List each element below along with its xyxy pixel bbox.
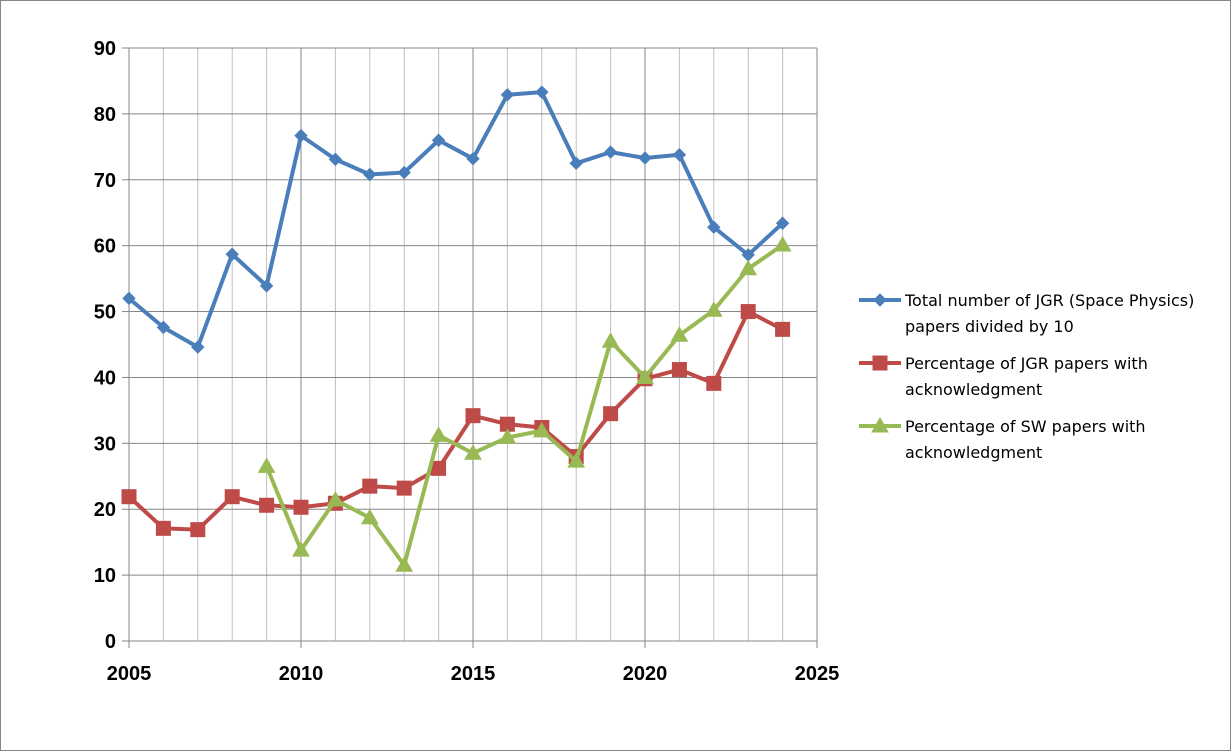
data-point	[636, 368, 654, 384]
y-tick-label: 20	[94, 499, 116, 521]
data-point	[292, 541, 310, 557]
data-point	[603, 145, 618, 159]
y-tick-label: 70	[94, 170, 116, 192]
y-tick-label: 10	[94, 565, 116, 587]
legend-entry: Percentage of SW papers with acknowledgme…	[859, 416, 1146, 462]
y-tick-label: 0	[105, 631, 116, 653]
legend: Total number of JGR (Space Physics) paper…	[859, 291, 1194, 462]
data-point	[671, 362, 687, 378]
data-point	[294, 128, 308, 143]
data-point	[224, 489, 240, 505]
data-point	[156, 320, 171, 335]
data-point	[670, 326, 689, 342]
data-point	[740, 304, 756, 320]
data-point	[498, 428, 517, 444]
data-point	[707, 220, 721, 234]
x-tick-label: 2015	[451, 663, 496, 685]
data-point	[601, 332, 620, 348]
legend-label: Total number of JGR (Space Physics)	[904, 291, 1194, 310]
data-point	[638, 151, 652, 165]
series-total-jgr-papers	[122, 85, 790, 354]
legend-label: acknowledgment	[905, 443, 1042, 462]
data-point	[706, 375, 722, 391]
data-point	[190, 522, 206, 538]
y-axis-tick-labels: 0 10 20 30 40 50 60 70 80 90	[94, 38, 116, 653]
data-point	[396, 480, 412, 496]
data-point	[773, 235, 792, 252]
legend-entry: Percentage of JGR papers with acknowledgm…	[859, 354, 1148, 399]
data-point	[500, 88, 515, 102]
series-sw-acknowledgment	[257, 235, 792, 572]
x-tick-label: 2020	[623, 663, 668, 685]
y-tick-label: 60	[94, 236, 116, 258]
data-point	[225, 247, 239, 261]
data-point	[362, 478, 378, 494]
legend-label: acknowledgment	[905, 380, 1042, 399]
data-point	[672, 148, 687, 162]
data-point	[603, 406, 619, 422]
x-axis-tick-labels: 2005 2010 2015 2020 2025	[107, 663, 840, 685]
data-point	[567, 452, 586, 468]
series-jgr-acknowledgment	[121, 304, 791, 538]
data-point	[121, 489, 137, 505]
data-point	[293, 499, 309, 515]
data-point	[259, 279, 274, 293]
data-point	[464, 444, 482, 460]
x-tick-label: 2005	[107, 663, 152, 685]
data-point	[704, 301, 723, 317]
data-point	[397, 165, 411, 180]
data-point	[328, 152, 343, 167]
data-point	[465, 408, 481, 424]
major-gridlines	[129, 47, 818, 641]
legend-entry: Total number of JGR (Space Physics) paper…	[859, 291, 1194, 336]
data-point	[326, 490, 345, 507]
y-tick-label: 80	[94, 104, 116, 126]
x-tick-label: 2025	[795, 663, 840, 685]
data-point	[775, 321, 791, 337]
data-point	[569, 156, 583, 171]
data-point	[257, 457, 276, 473]
y-tick-label: 90	[94, 38, 116, 60]
y-tick-label: 50	[94, 302, 116, 324]
series-line	[127, 90, 785, 350]
legend-label: Percentage of JGR papers with	[905, 354, 1148, 373]
legend-swatch-marker	[871, 416, 889, 433]
y-tick-label: 30	[94, 433, 116, 455]
data-point	[395, 556, 414, 572]
legend-label: Percentage of SW papers with	[905, 417, 1146, 436]
data-point	[466, 151, 480, 166]
data-point	[155, 520, 171, 536]
axes	[122, 47, 818, 648]
data-point	[191, 340, 205, 354]
series-layer	[121, 85, 792, 572]
data-point	[431, 460, 447, 476]
legend-swatch-marker	[872, 355, 888, 371]
data-point	[259, 497, 275, 513]
data-point	[363, 167, 377, 182]
data-point	[775, 216, 790, 230]
y-tick-label: 40	[94, 367, 116, 389]
legend-swatch-marker	[873, 293, 887, 307]
data-point	[739, 259, 758, 276]
data-point	[532, 421, 551, 438]
data-point	[535, 85, 549, 99]
x-tick-label: 2010	[279, 663, 324, 685]
series-line	[264, 243, 785, 568]
legend-label: papers divided by 10	[905, 317, 1074, 336]
data-point	[360, 508, 379, 525]
data-point	[431, 133, 446, 147]
data-point	[122, 291, 136, 306]
data-point	[429, 426, 448, 442]
